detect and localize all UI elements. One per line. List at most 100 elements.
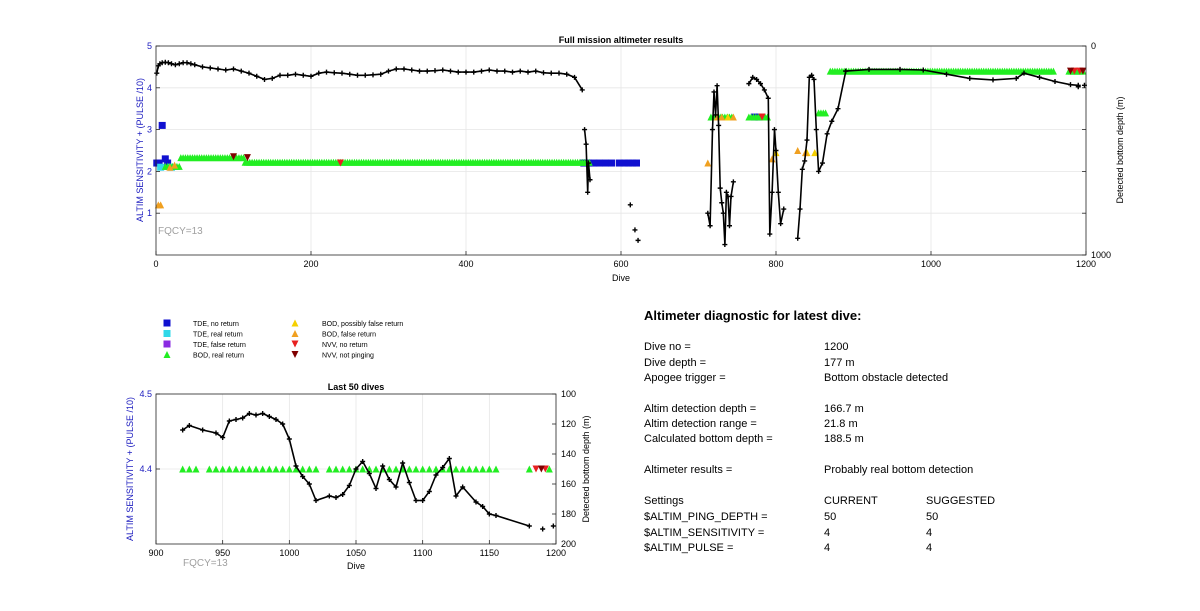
depth-point: [525, 69, 531, 75]
depth-point: [370, 72, 376, 78]
depth-point: [711, 89, 717, 95]
depth-point: [920, 67, 926, 73]
legend-marker: [163, 319, 171, 327]
data-marker: [1049, 67, 1057, 75]
x-tick-label: 400: [458, 259, 473, 269]
diagnostic-title: Altimeter diagnostic for latest dive:: [644, 308, 862, 323]
depth-point: [486, 67, 492, 73]
depth-point: [324, 69, 329, 75]
last50-x-axis-label: Dive: [347, 561, 365, 571]
depth-point: [761, 87, 767, 93]
x-tick-label: 1050: [346, 548, 366, 558]
ping-depth-suggested: 50: [926, 511, 939, 523]
legend-item-bod-possibly-false-return: BOD, possibly false return: [291, 319, 403, 328]
depth-point: [769, 189, 775, 195]
depth-point: [843, 68, 849, 74]
depth-point: [548, 70, 554, 76]
series-nvv-not-pinging: [230, 67, 1087, 162]
depth-point: [1052, 79, 1058, 85]
depth-point: [541, 70, 546, 76]
data-marker: [232, 465, 240, 473]
data-marker: [405, 465, 413, 473]
depth-point: [207, 65, 213, 71]
depth-point: [473, 499, 479, 505]
depth-point: [308, 73, 314, 79]
depth-point: [200, 64, 205, 70]
depth-point: [432, 68, 438, 74]
data-marker: [811, 149, 819, 157]
data-marker: [155, 159, 163, 167]
depth-point: [231, 66, 236, 72]
last50-y-axis-label-right: Detected bottom depth (m): [581, 415, 591, 522]
depth-point: [360, 459, 366, 464]
depth-point: [517, 68, 523, 74]
x-tick-label: 950: [215, 548, 230, 558]
depth-point: [373, 486, 379, 491]
altim-range-label: Altim detection range =: [644, 418, 757, 430]
data-marker: [292, 465, 300, 473]
last50-chart-title: Last 50 dives: [328, 382, 385, 392]
depth-point: [362, 72, 368, 78]
depth-point: [781, 206, 787, 212]
depth-point: [758, 81, 763, 87]
data-marker: [602, 159, 609, 167]
depth-point: [200, 427, 206, 433]
altim-results-label: Altimeter results =: [644, 464, 733, 476]
x-tick-label: 1200: [1076, 259, 1096, 269]
depth-point: [353, 466, 359, 472]
data-marker: [305, 465, 313, 473]
data-marker: [230, 153, 237, 161]
depth-point: [564, 71, 570, 77]
diag-row-sensitivity: $ALTIM_SENSITIVITY = 4 4: [644, 527, 1184, 541]
depth-point: [709, 127, 715, 133]
dive-depth-label: Dive depth =: [644, 357, 707, 369]
depth-point: [347, 71, 353, 77]
depth-point: [585, 160, 591, 166]
legend-item-bod-false-return: BOD, false return: [291, 330, 376, 339]
depth-point: [215, 66, 221, 72]
depth-point: [355, 72, 360, 78]
depth-point: [393, 484, 399, 490]
data-marker: [239, 465, 247, 473]
ping-depth-label: $ALTIM_PING_DEPTH =: [644, 511, 768, 523]
data-marker: [385, 465, 393, 473]
depth-point: [1068, 82, 1073, 88]
legend-item-bod-real-return: BOD, real return: [163, 351, 244, 360]
depth-point: [285, 72, 291, 78]
depth-point: [635, 237, 641, 243]
depth-point: [424, 68, 430, 74]
main-x-axis-label: Dive: [612, 273, 630, 283]
x-tick-label: 1150: [480, 548, 499, 558]
main-y-axis-label-left: ALTIM SENSITIVITY + (PULSE /10): [135, 78, 145, 222]
last50-x-ticks: 900 950 1000 1050 1100 1150 1200: [148, 540, 566, 558]
data-marker: [157, 163, 165, 171]
y-tick-label-right: 100: [561, 389, 576, 399]
y-tick-label-right: 160: [561, 479, 576, 489]
data-marker: [633, 159, 640, 167]
main-x-ticks: 0 200 400 600 800 1000 1200: [153, 251, 1096, 269]
depth-point: [172, 62, 178, 68]
data-marker: [625, 159, 633, 167]
y-tick-label-left: 4.4: [139, 464, 152, 474]
depth-point: [795, 235, 801, 241]
diag-row-dive-depth: Dive depth = 177 m: [644, 357, 1184, 371]
depth-point: [583, 141, 589, 147]
depth-point: [813, 127, 819, 133]
current-header: CURRENT: [824, 495, 878, 507]
data-marker: [537, 465, 545, 473]
data-marker: [212, 465, 220, 473]
diag-row-ping-depth: $ALTIM_PING_DEPTH = 50 50: [644, 511, 1184, 525]
legend-marker: [291, 319, 299, 327]
diag-row-apogee: Apogee trigger = Bottom obstacle detecte…: [644, 372, 1184, 386]
pulse-current: 4: [824, 542, 831, 554]
diag-row-results: Altimeter results = Probably real bottom…: [644, 464, 1184, 478]
ping-depth-current: 50: [824, 511, 837, 523]
y-tick-label-right: 180: [561, 509, 576, 519]
legend-marker: [163, 330, 171, 337]
legend-marker: [163, 351, 171, 358]
depth-point: [719, 200, 725, 206]
depth-point: [393, 66, 399, 72]
legend-label: NVV, no return: [322, 342, 368, 349]
depth-point: [420, 498, 426, 503]
depth-point: [455, 69, 461, 75]
